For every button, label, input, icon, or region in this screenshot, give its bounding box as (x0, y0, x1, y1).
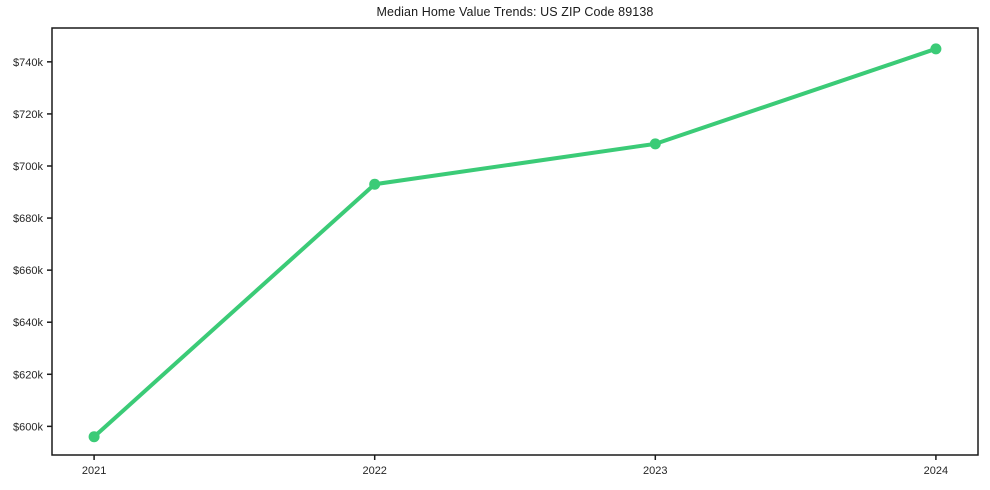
data-point-marker (88, 431, 100, 443)
y-axis-tick-label: $680k (13, 213, 43, 225)
y-axis-tick-label: $640k (13, 317, 43, 329)
x-axis-tick-label: 2021 (82, 465, 106, 477)
y-axis-tick-label: $740k (13, 57, 43, 69)
y-axis-tick-label: $600k (13, 421, 43, 433)
data-point-marker (649, 138, 661, 150)
chart-title: Median Home Value Trends: US ZIP Code 89… (376, 5, 654, 19)
trend-line (92, 46, 938, 439)
x-axis-tick-label: 2022 (362, 465, 386, 477)
x-axis-tick-label: 2024 (924, 465, 948, 477)
x-axis-tick-label: 2023 (643, 465, 667, 477)
plot-border (51, 27, 979, 456)
data-point-marker (930, 43, 942, 55)
plot-area (52, 28, 978, 455)
y-axis-tick-label: $620k (13, 369, 43, 381)
data-point-marker (369, 178, 381, 190)
y-axis-tick-label: $660k (13, 265, 43, 277)
y-axis-tick-label: $720k (13, 109, 43, 121)
y-axis-tick-label: $700k (13, 161, 43, 173)
